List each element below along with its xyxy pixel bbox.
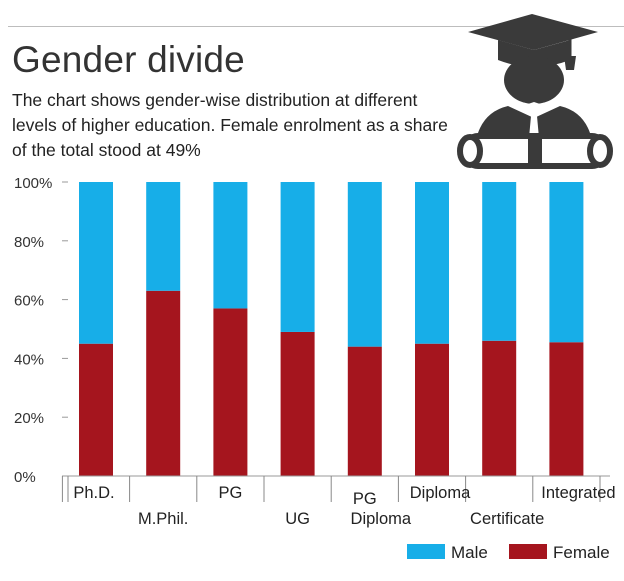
graduation-icon [457, 14, 613, 169]
legend-swatch-female [509, 544, 547, 559]
bar-male [415, 182, 449, 344]
chart-title: Gender divide [12, 39, 245, 80]
bar-female [213, 308, 248, 476]
bar-male [213, 182, 248, 309]
bar-male [347, 182, 382, 347]
x-category-label: Certificate [470, 510, 544, 528]
bar-male [280, 182, 315, 332]
x-category-label: M.Phil. [138, 510, 188, 528]
bar-male [549, 182, 584, 343]
y-tick-label: 0% [14, 469, 36, 486]
x-category-label: Diploma [351, 510, 412, 528]
category-labels: Ph.D. M.Phil. PG UG PG Diploma Diploma Certific… [73, 484, 615, 528]
bars [79, 182, 584, 476]
y-tick-label: 80% [14, 234, 44, 251]
legend-label-female: Female [553, 543, 610, 562]
stacked-bar-chart: 0% 20% 40% 60% 80% 100% Ph.D. M.Phil. PG UG PG Dip… [14, 175, 616, 562]
x-category-label: Diploma [410, 484, 471, 502]
bar-female [482, 340, 517, 476]
x-category-label: Ph.D. [73, 484, 114, 502]
bar-female [415, 343, 449, 476]
y-tick-label: 40% [14, 351, 44, 368]
x-axis [61, 475, 610, 502]
y-tick-label: 100% [14, 175, 52, 192]
top-rule [8, 26, 624, 27]
legend: Male Female [407, 543, 610, 562]
y-axis: 0% 20% 40% 60% 80% 100% [14, 175, 68, 486]
bar-female [146, 290, 181, 476]
x-category-label: Integrated [541, 484, 615, 502]
x-category-label: PG [353, 490, 377, 508]
chart-subtitle: The chart shows gender-wise distribution… [12, 90, 448, 160]
bar-female [79, 343, 113, 476]
legend-label-male: Male [451, 543, 488, 562]
bar-male [482, 182, 517, 341]
bar-male [146, 182, 181, 291]
y-tick-label: 20% [14, 410, 44, 427]
x-category-label: UG [285, 510, 310, 528]
legend-swatch-male [407, 544, 445, 559]
bar-male [79, 182, 113, 344]
bar-female [549, 342, 584, 476]
bar-female [347, 346, 382, 476]
y-tick-label: 60% [14, 293, 44, 310]
x-category-label: PG [218, 484, 242, 502]
bar-female [280, 331, 315, 476]
